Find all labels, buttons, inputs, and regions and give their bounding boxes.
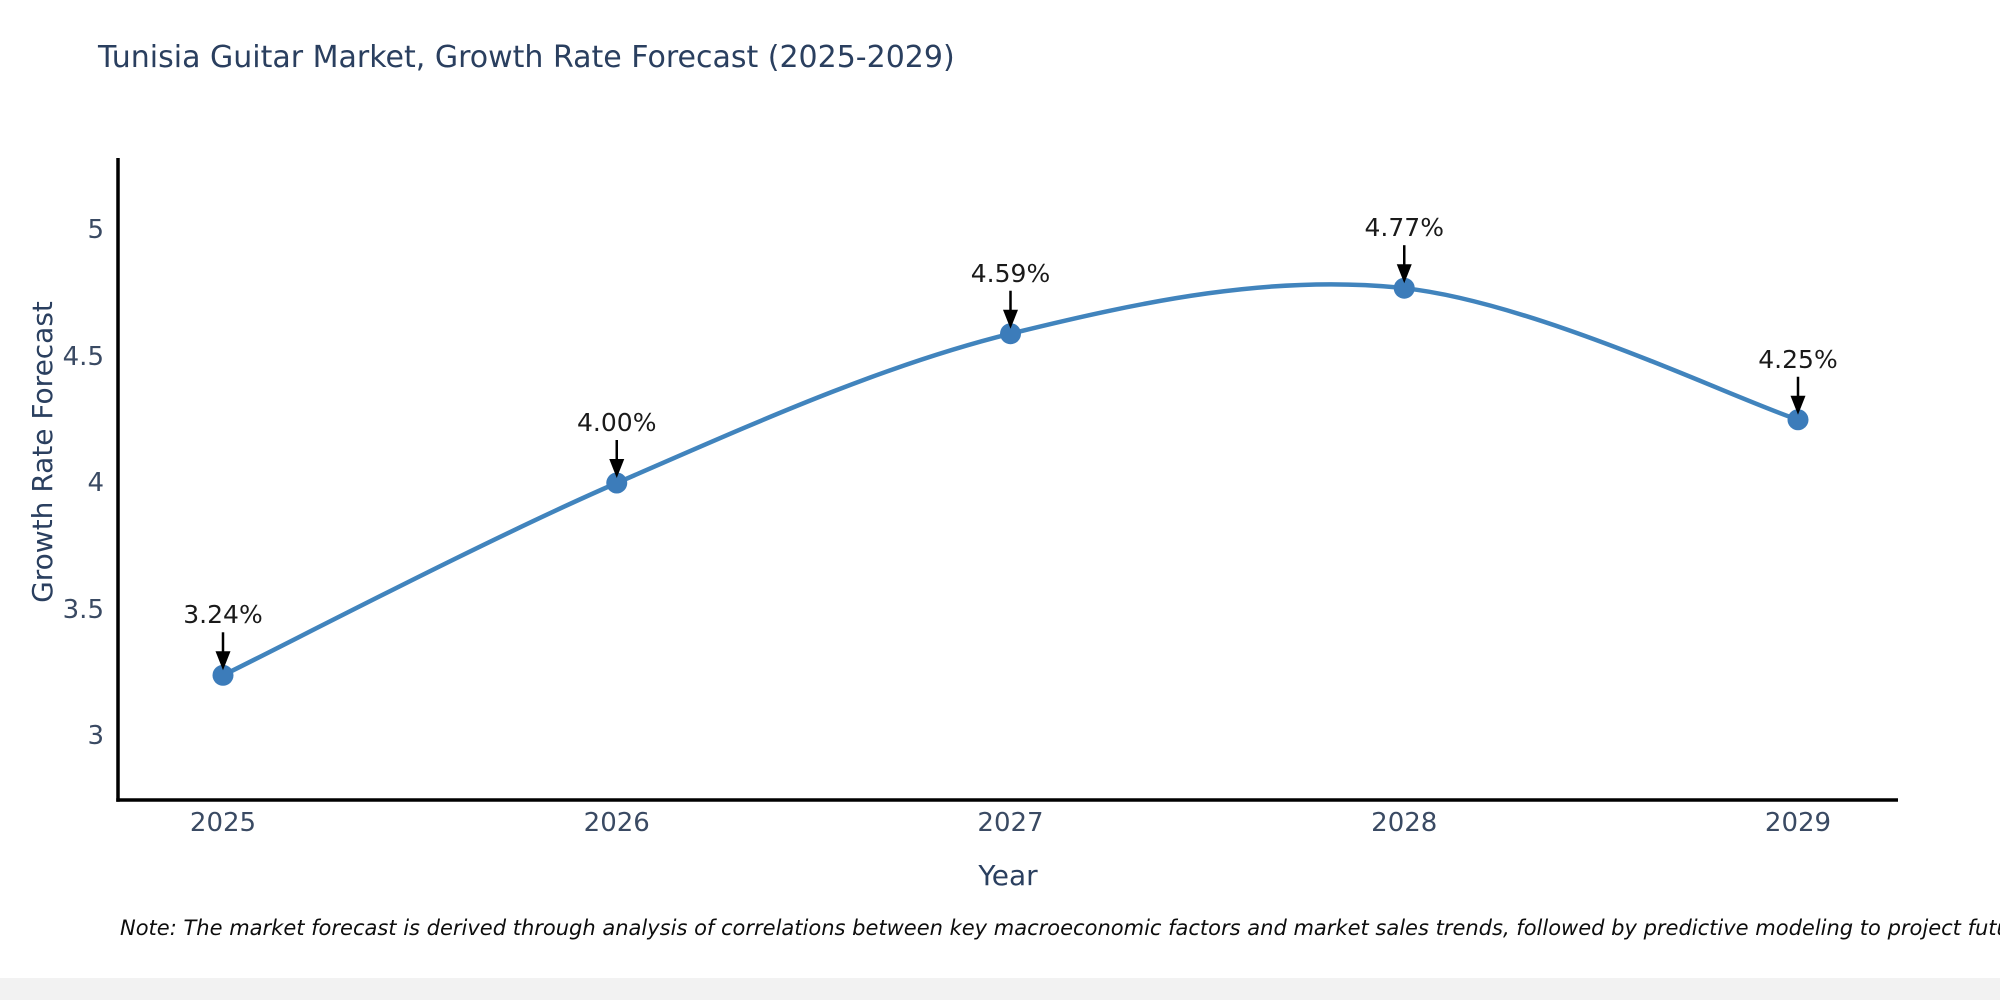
x-tick-label: 2029 (1764, 808, 1832, 838)
y-tick-label: 4 (87, 468, 104, 498)
annotation-arrow-head (609, 459, 625, 478)
data-point-marker (1787, 409, 1809, 431)
x-tick-label: 2025 (189, 808, 257, 838)
data-point-marker (1393, 277, 1415, 299)
annotation-label: 4.59% (970, 258, 1051, 288)
annotation-arrow-head (1790, 395, 1806, 415)
annotation-label: 4.77% (1364, 213, 1444, 243)
data-point-marker (212, 664, 234, 686)
y-tick-label: 5 (87, 215, 104, 245)
annotation-arrow-head (1396, 264, 1412, 284)
x-tick-label: 2027 (977, 808, 1044, 838)
data-point-marker (606, 472, 628, 494)
annotation-label: 4.00% (577, 408, 657, 437)
annotation-arrow-head (215, 651, 231, 671)
y-tick-label: 3.5 (62, 594, 104, 625)
data-point-marker (1000, 323, 1021, 345)
footnote: Note: The market forecast is derived thr… (120, 916, 2000, 940)
chart-title: Tunisia Guitar Market, Growth Rate Forec… (98, 40, 955, 75)
annotation-label: 3.24% (183, 600, 263, 630)
y-axis-title: Growth Rate Forecast (26, 301, 59, 603)
x-tick-label: 2026 (583, 808, 650, 838)
y-tick-label: 3 (87, 721, 104, 751)
annotation-label: 4.25% (1758, 344, 1838, 374)
x-tick-label: 2028 (1371, 808, 1438, 838)
x-axis-title: Year (978, 859, 1038, 892)
bottom-strip (0, 978, 2000, 1000)
y-tick-label: 4.5 (62, 341, 104, 372)
annotation-arrow-head (1003, 309, 1018, 329)
